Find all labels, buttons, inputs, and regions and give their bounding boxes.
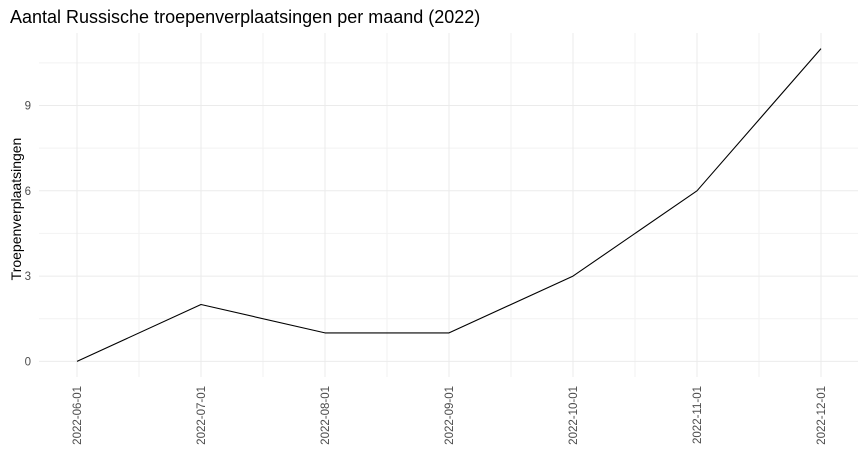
y-axis-ticks: 0 3 6 9	[25, 100, 31, 368]
y-tick-label: 6	[25, 186, 31, 198]
series-line	[76, 48, 822, 362]
x-tick-label: 2022-10-01	[568, 386, 580, 445]
y-tick-label: 9	[25, 100, 31, 112]
y-tick-label: 3	[25, 271, 31, 283]
x-tick-label: 2022-12-01	[816, 386, 828, 445]
y-axis-label: Troepenverplaatsingen	[8, 138, 24, 281]
y-tick-label: 0	[25, 356, 31, 368]
grid	[39, 33, 858, 377]
x-tick-label: 2022-09-01	[444, 386, 456, 445]
x-axis-ticks: 2022-06-01 2022-07-01 2022-08-01 2022-09-01…	[72, 386, 828, 445]
x-tick-label: 2022-11-01	[692, 386, 704, 444]
x-tick-label: 2022-08-01	[320, 386, 332, 445]
series-layer	[76, 48, 822, 362]
x-tick-label: 2022-07-01	[196, 386, 208, 445]
chart-title: Aantal Russische troepenverplaatsingen p…	[10, 7, 480, 27]
x-tick-label: 2022-06-01	[72, 386, 84, 445]
